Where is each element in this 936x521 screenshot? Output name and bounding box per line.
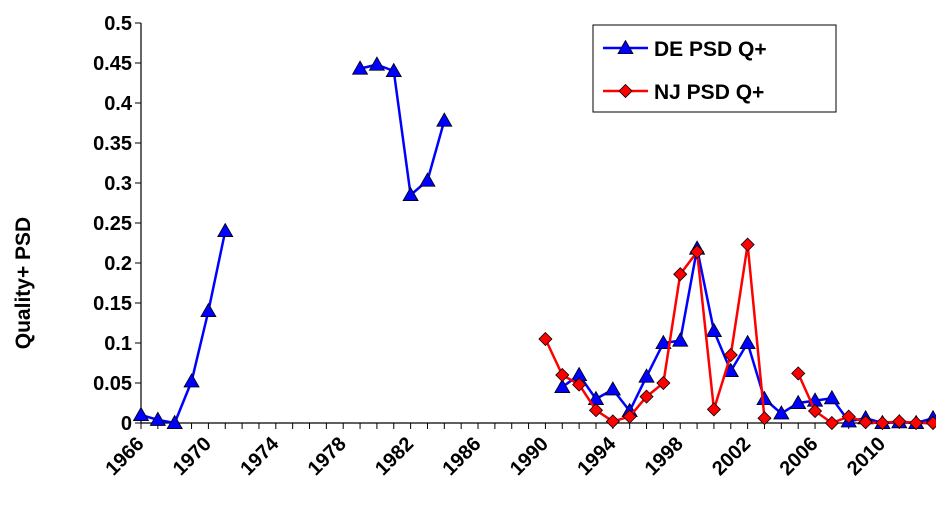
y-tick-label: 0.1 xyxy=(104,333,132,355)
y-tick-label: 0.25 xyxy=(93,213,132,235)
data-point xyxy=(892,414,907,429)
x-tick-label: 1998 xyxy=(641,433,688,480)
series-line xyxy=(140,230,227,425)
data-point xyxy=(639,389,654,404)
y-axis-ticks: 0 0.05 0.1 0.15 0.2 0.25 0.3 0.35 0.4 0.45 0.5 xyxy=(93,13,141,435)
data-point xyxy=(740,237,755,252)
legend-item-de: DE PSD Q+ xyxy=(603,38,767,61)
legend-item-nj: NJ PSD Q+ xyxy=(603,81,764,104)
series-nj xyxy=(538,237,936,431)
x-tick-label: 1986 xyxy=(439,433,486,480)
data-point xyxy=(402,186,419,202)
y-tick-label: 0.15 xyxy=(93,293,132,315)
legend-marker xyxy=(617,39,634,55)
x-tick-label: 1966 xyxy=(102,433,149,480)
data-point xyxy=(604,381,622,396)
data-point xyxy=(351,60,369,75)
data-point xyxy=(555,367,570,383)
data-point xyxy=(925,415,936,431)
data-point xyxy=(385,62,402,78)
data-point xyxy=(875,415,890,431)
x-tick-label: 1982 xyxy=(371,433,418,480)
series-line xyxy=(544,243,766,423)
data-point xyxy=(368,56,386,71)
data-point xyxy=(909,415,924,431)
x-tick-label: 2010 xyxy=(843,433,890,480)
legend-label: DE PSD Q+ xyxy=(654,38,767,61)
data-point xyxy=(200,302,217,318)
data-point xyxy=(183,373,200,388)
data-point xyxy=(791,366,806,381)
data-point xyxy=(823,389,841,405)
x-tick-label: 2006 xyxy=(776,433,823,480)
y-tick-label: 0.35 xyxy=(93,133,132,155)
data-point xyxy=(622,409,637,424)
y-tick-label: 0.05 xyxy=(93,373,132,395)
data-point xyxy=(656,375,671,391)
data-point xyxy=(739,334,756,350)
data-point xyxy=(605,414,620,429)
y-tick-label: 0.2 xyxy=(104,253,132,275)
x-tick-label: 2002 xyxy=(708,433,755,480)
legend: DE PSD Q+ NJ PSD Q+ xyxy=(592,24,837,113)
y-tick-label: 0 xyxy=(121,413,132,435)
x-tick-label: 1974 xyxy=(236,432,284,480)
x-tick-label: 1994 xyxy=(573,432,621,480)
data-point xyxy=(756,390,773,406)
data-point xyxy=(690,244,705,259)
data-point xyxy=(166,414,183,430)
data-point xyxy=(217,222,234,238)
y-tick-label: 0.45 xyxy=(93,53,132,75)
data-point xyxy=(538,331,553,347)
x-tick-label: 1970 xyxy=(169,433,216,480)
y-tick-label: 0.3 xyxy=(104,173,132,195)
data-point xyxy=(705,322,723,338)
data-point xyxy=(824,415,839,431)
data-point xyxy=(588,403,604,418)
data-point xyxy=(790,394,807,410)
legend-label: NJ PSD Q+ xyxy=(654,81,764,104)
legend-marker xyxy=(618,83,633,99)
data-point xyxy=(807,403,823,419)
data-point xyxy=(638,368,655,383)
data-point xyxy=(655,334,672,350)
data-point xyxy=(572,377,587,392)
x-tick-label: 1978 xyxy=(304,433,351,480)
legend-box xyxy=(592,24,837,113)
data-point xyxy=(858,415,873,430)
data-point xyxy=(773,405,790,420)
data-point xyxy=(132,406,150,422)
data-point xyxy=(436,112,453,127)
data-point xyxy=(554,378,571,394)
y-tick-label: 0.5 xyxy=(104,13,132,35)
series-de xyxy=(132,56,936,430)
data-point xyxy=(723,347,738,363)
data-point xyxy=(149,411,167,426)
x-axis-ticks: 1966 1970 1974 1978 1982 1986 1990 1994 1998 2002… xyxy=(102,423,934,480)
y-axis-title: Quality+ PSD xyxy=(12,217,35,349)
data-point xyxy=(672,332,689,347)
data-point xyxy=(673,267,688,282)
data-point xyxy=(706,402,722,417)
x-tick-label: 1990 xyxy=(506,433,553,480)
data-point xyxy=(419,172,436,187)
y-tick-label: 0.4 xyxy=(104,93,133,115)
series-layer xyxy=(132,56,936,431)
data-point xyxy=(841,409,856,424)
data-point xyxy=(757,411,772,426)
series-line xyxy=(359,63,446,197)
